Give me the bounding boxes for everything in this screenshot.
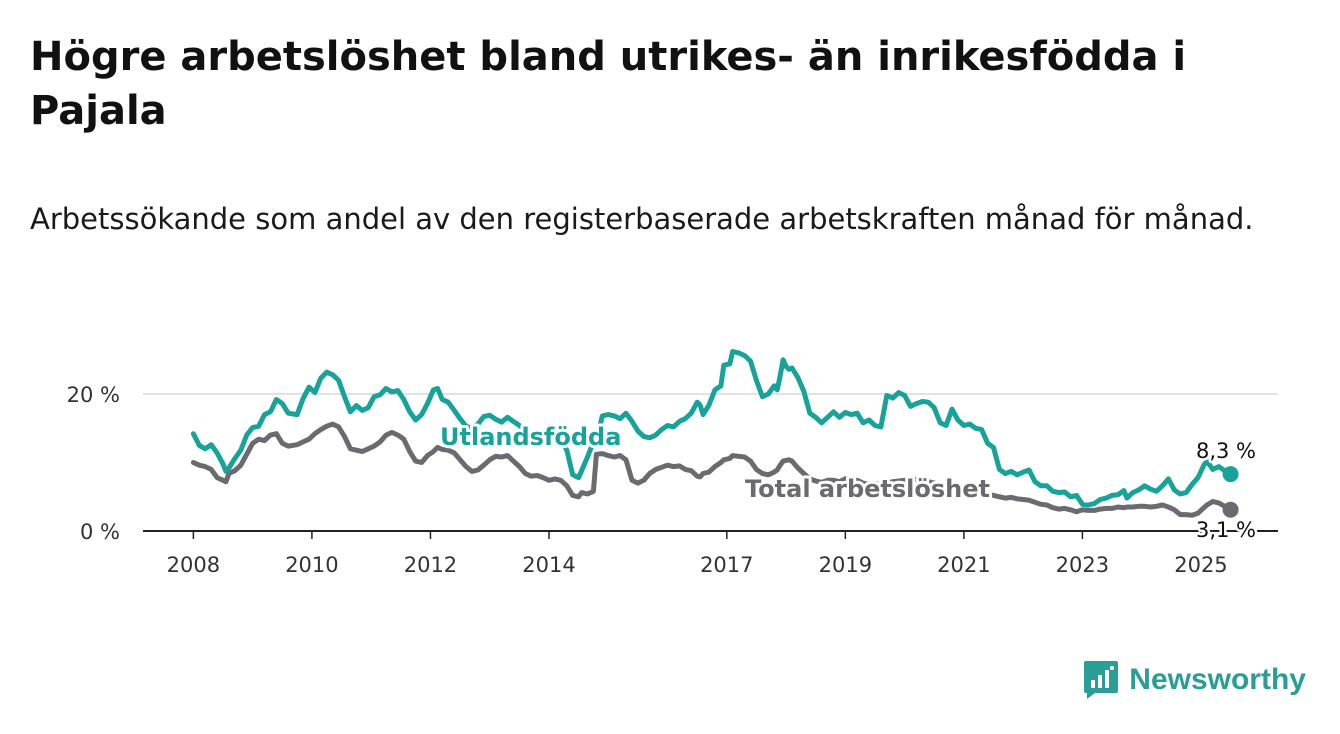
end-value-label-utlandsfodda: 8,3 %: [1196, 439, 1256, 463]
series-line-total-arbetsloshet: [190, 421, 1234, 518]
series-line-utlandsfodda: [190, 349, 1234, 508]
end-value-label-total-arbetsloshet: 3,1 %: [1196, 518, 1256, 542]
x-tick-label: 2023: [1056, 553, 1109, 577]
chart-subtitle: Arbetssökande som andel av den registerb…: [30, 202, 1254, 236]
series-label-total-arbetsloshet: Total arbetslöshet: [745, 475, 990, 503]
newsworthy-wordmark: Newsworthy: [1129, 663, 1306, 696]
label-layer: Utlandsfödda Total arbetslöshet 8,3 % 3,…: [437, 420, 1259, 545]
y-tick-label: 0 %: [80, 520, 120, 544]
x-tick-label: 2017: [700, 553, 753, 577]
x-tick-label: 2014: [522, 553, 575, 577]
series-label-utlandsfodda: Utlandsfödda: [440, 423, 621, 451]
newsworthy-logo-icon: [1084, 661, 1119, 699]
x-tick-label: 2010: [285, 553, 338, 577]
x-tick-label: 2021: [937, 553, 990, 577]
x-tick-label: 2019: [819, 553, 872, 577]
y-tick-label: 20 %: [67, 383, 120, 407]
newsworthy-brand[interactable]: Newsworthy: [1083, 660, 1306, 700]
grid-layer: [143, 393, 1278, 532]
x-tick-label: 2025: [1174, 553, 1227, 577]
end-point-total-arbetsloshet: [1222, 501, 1239, 518]
end-point-utlandsfodda: [1222, 466, 1239, 483]
x-tick-label: 2012: [404, 553, 457, 577]
line-layer: [190, 349, 1239, 518]
tick-layer: 0 % 20 % 2008 2010 2012 2014 2017 2019 2021 2023 2…: [67, 383, 1228, 577]
x-tick-label: 2008: [167, 553, 220, 577]
chart-title: Högre arbetslöshet bland utrikes- än inr…: [30, 34, 1187, 134]
